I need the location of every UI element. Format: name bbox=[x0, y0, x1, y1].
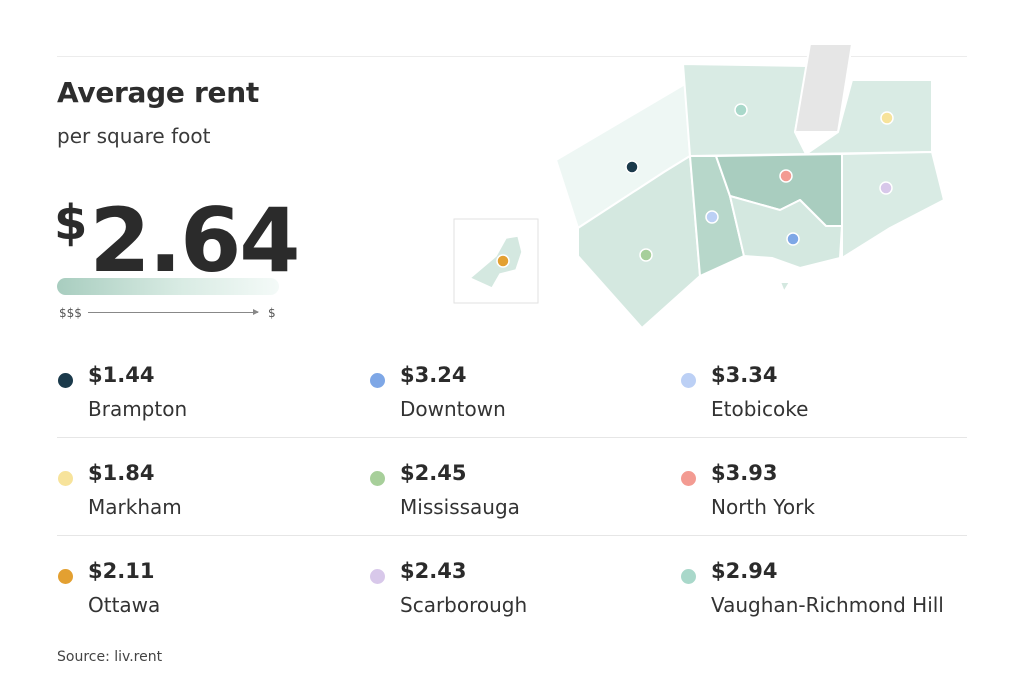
legend-dot-icon bbox=[370, 373, 385, 388]
marker-markham bbox=[880, 111, 894, 125]
average-rent-value: $2.64 bbox=[54, 168, 301, 296]
legend-price: $2.45 bbox=[400, 461, 467, 485]
region-ottawa bbox=[468, 235, 523, 289]
top-divider bbox=[57, 56, 967, 57]
legend-item-markham: $1.84 Markham bbox=[58, 461, 358, 531]
legend-item-scarborough: $2.43 Scarborough bbox=[370, 559, 670, 629]
legend-name: Downtown bbox=[400, 397, 506, 421]
legend-dot-icon bbox=[58, 569, 73, 584]
legend-price: $3.24 bbox=[400, 363, 467, 387]
legend-name: Etobicoke bbox=[711, 397, 809, 421]
legend-price: $3.93 bbox=[711, 461, 778, 485]
source-note: Source: liv.rent bbox=[57, 649, 163, 665]
marker-north-york bbox=[779, 169, 793, 183]
legend-item-etobicoke: $3.34 Etobicoke bbox=[681, 363, 981, 433]
legend-name: Vaughan-Richmond Hill bbox=[711, 593, 944, 617]
legend-name: North York bbox=[711, 495, 815, 519]
legend-dot-icon bbox=[370, 569, 385, 584]
marker-brampton bbox=[625, 160, 639, 174]
legend-item-downtown: $3.24 Downtown bbox=[370, 363, 670, 433]
marker-scarborough bbox=[879, 181, 893, 195]
legend-price: $2.11 bbox=[88, 559, 155, 583]
ottawa-inset-frame bbox=[453, 218, 539, 304]
legend-price: $2.94 bbox=[711, 559, 778, 583]
scale-high-label: $ bbox=[268, 306, 276, 320]
scale-arrow bbox=[88, 309, 259, 315]
legend-item-ottawa: $2.11 Ottawa bbox=[58, 559, 358, 629]
row-divider bbox=[57, 437, 967, 438]
legend-price: $1.84 bbox=[88, 461, 155, 485]
legend-name: Brampton bbox=[88, 397, 188, 421]
legend-dot-icon bbox=[58, 471, 73, 486]
legend-dot-icon bbox=[681, 471, 696, 486]
average-rent-number: 2.64 bbox=[89, 189, 300, 292]
legend-dot-icon bbox=[681, 373, 696, 388]
legend-price: $2.43 bbox=[400, 559, 467, 583]
legend-name: Markham bbox=[88, 495, 182, 519]
legend-item-vaughan-richmond-hill: $2.94 Vaughan-Richmond Hill bbox=[681, 559, 981, 629]
legend-dot-icon bbox=[58, 373, 73, 388]
legend-item-mississauga: $2.45 Mississauga bbox=[370, 461, 670, 531]
legend-name: Ottawa bbox=[88, 593, 161, 617]
marker-mississauga bbox=[639, 248, 653, 262]
row-divider bbox=[57, 535, 967, 536]
legend-dot-icon bbox=[681, 569, 696, 584]
marker-etobicoke bbox=[705, 210, 719, 224]
legend-price: $3.34 bbox=[711, 363, 778, 387]
legend-price: $1.44 bbox=[88, 363, 155, 387]
chart-subtitle: per square foot bbox=[57, 124, 211, 148]
marker-ottawa bbox=[496, 254, 510, 268]
toronto-region-map bbox=[453, 43, 945, 329]
legend-name: Mississauga bbox=[400, 495, 520, 519]
region-scarborough bbox=[841, 151, 945, 259]
chart-title: Average rent bbox=[57, 76, 259, 109]
legend-item-north-york: $3.93 North York bbox=[681, 461, 981, 531]
marker-vaughan-richmond-hill bbox=[734, 103, 748, 117]
legend-name: Scarborough bbox=[400, 593, 528, 617]
scale-low-label: $$$ bbox=[59, 306, 82, 320]
legend-dot-icon bbox=[370, 471, 385, 486]
currency-symbol: $ bbox=[54, 195, 87, 251]
marker-downtown bbox=[786, 232, 800, 246]
legend-item-brampton: $1.44 Brampton bbox=[58, 363, 358, 433]
price-gradient-bar bbox=[57, 278, 279, 295]
region-island bbox=[779, 281, 791, 293]
